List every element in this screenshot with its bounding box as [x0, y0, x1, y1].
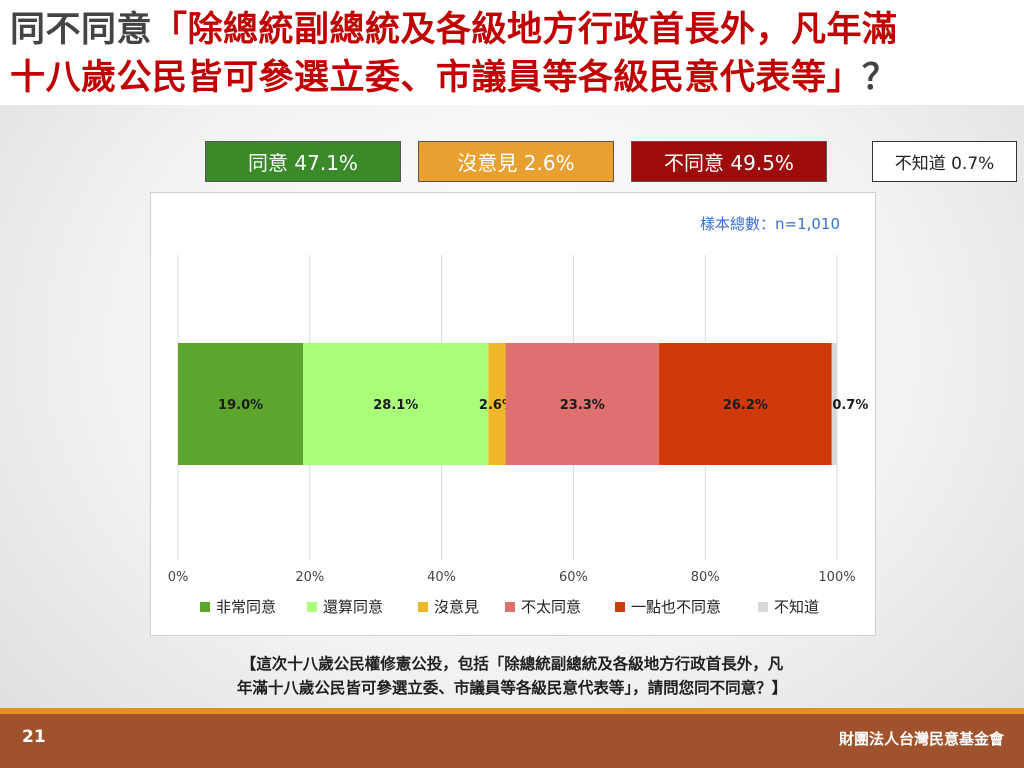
bar-segment	[303, 343, 489, 465]
legend-swatch	[418, 602, 428, 612]
title-line-2: 十八歲公民皆可參選立委、市議員等各級民意代表等」？	[10, 54, 1010, 102]
x-tick-label: 40%	[427, 570, 456, 585]
legend-label: 不知道	[774, 598, 819, 616]
slide-title: 同不同意「除總統副總統及各級地方行政首長外，凡年滿 十八歲公民皆可參選立委、市議…	[10, 6, 1010, 102]
data-label: 0.7%	[832, 398, 868, 413]
summary-disagree-box: 不同意 49.5%	[631, 141, 827, 182]
legend-label: 沒意見	[434, 598, 479, 616]
bar-segment	[831, 343, 837, 465]
question-line-1: 【這次十八歲公民權修憲公投，包括「除總統副總統及各級地方行政首長外，凡	[240, 655, 784, 673]
bar-segment	[505, 343, 660, 465]
footer-bar	[0, 708, 1024, 768]
question-line-2: 年滿十八歲公民皆可參選立委、市議員等各級民意代表等」，請問您同不同意？】	[236, 679, 788, 697]
bar-segment	[488, 343, 506, 465]
legend-swatch	[758, 602, 768, 612]
data-label: 26.2%	[723, 398, 768, 413]
legend-label: 非常同意	[216, 598, 276, 616]
x-tick-label: 100%	[818, 570, 855, 585]
title-suffix: ？	[862, 58, 898, 98]
data-label: 28.1%	[373, 398, 418, 413]
x-tick-label: 80%	[691, 570, 720, 585]
title-quote-2: 十八歲公民皆可參選立委、市議員等各級民意代表等」	[10, 58, 863, 98]
title-prefix: 同不同意	[10, 10, 153, 50]
title-quote-1: 「除總統副總統及各級地方行政首長外，凡年滿	[152, 10, 898, 50]
title-line-1: 同不同意「除總統副總統及各級地方行政首長外，凡年滿	[10, 6, 1010, 54]
sample-size-label: 樣本總數：n=1,010	[700, 215, 841, 233]
page-number: 21	[22, 727, 46, 747]
legend-swatch	[307, 602, 317, 612]
bar-segment	[178, 343, 304, 465]
legend-label: 不太同意	[521, 598, 581, 616]
data-label: 19.0%	[218, 398, 263, 413]
legend-swatch	[505, 602, 515, 612]
legend-swatch	[200, 602, 210, 612]
data-label: 23.3%	[560, 398, 605, 413]
summary-agree-box: 同意 47.1%	[205, 141, 401, 182]
legend-label: 還算同意	[323, 598, 383, 616]
legend-swatch	[615, 602, 625, 612]
x-tick-label: 0%	[168, 570, 189, 585]
bar-segment	[659, 343, 832, 465]
summary-no-opinion-box: 沒意見 2.6%	[418, 141, 614, 182]
organization-name: 財團法人台灣民意基金會	[838, 730, 1004, 748]
summary-dont-know-box: 不知道 0.7%	[872, 141, 1017, 182]
legend-label: 一點也不同意	[631, 598, 721, 616]
title-band	[0, 0, 1024, 105]
x-tick-label: 20%	[295, 570, 324, 585]
question-text: 【這次十八歲公民權修憲公投，包括「除總統副總統及各級地方行政首長外，凡 年滿十八…	[140, 652, 884, 700]
x-tick-label: 60%	[559, 570, 588, 585]
